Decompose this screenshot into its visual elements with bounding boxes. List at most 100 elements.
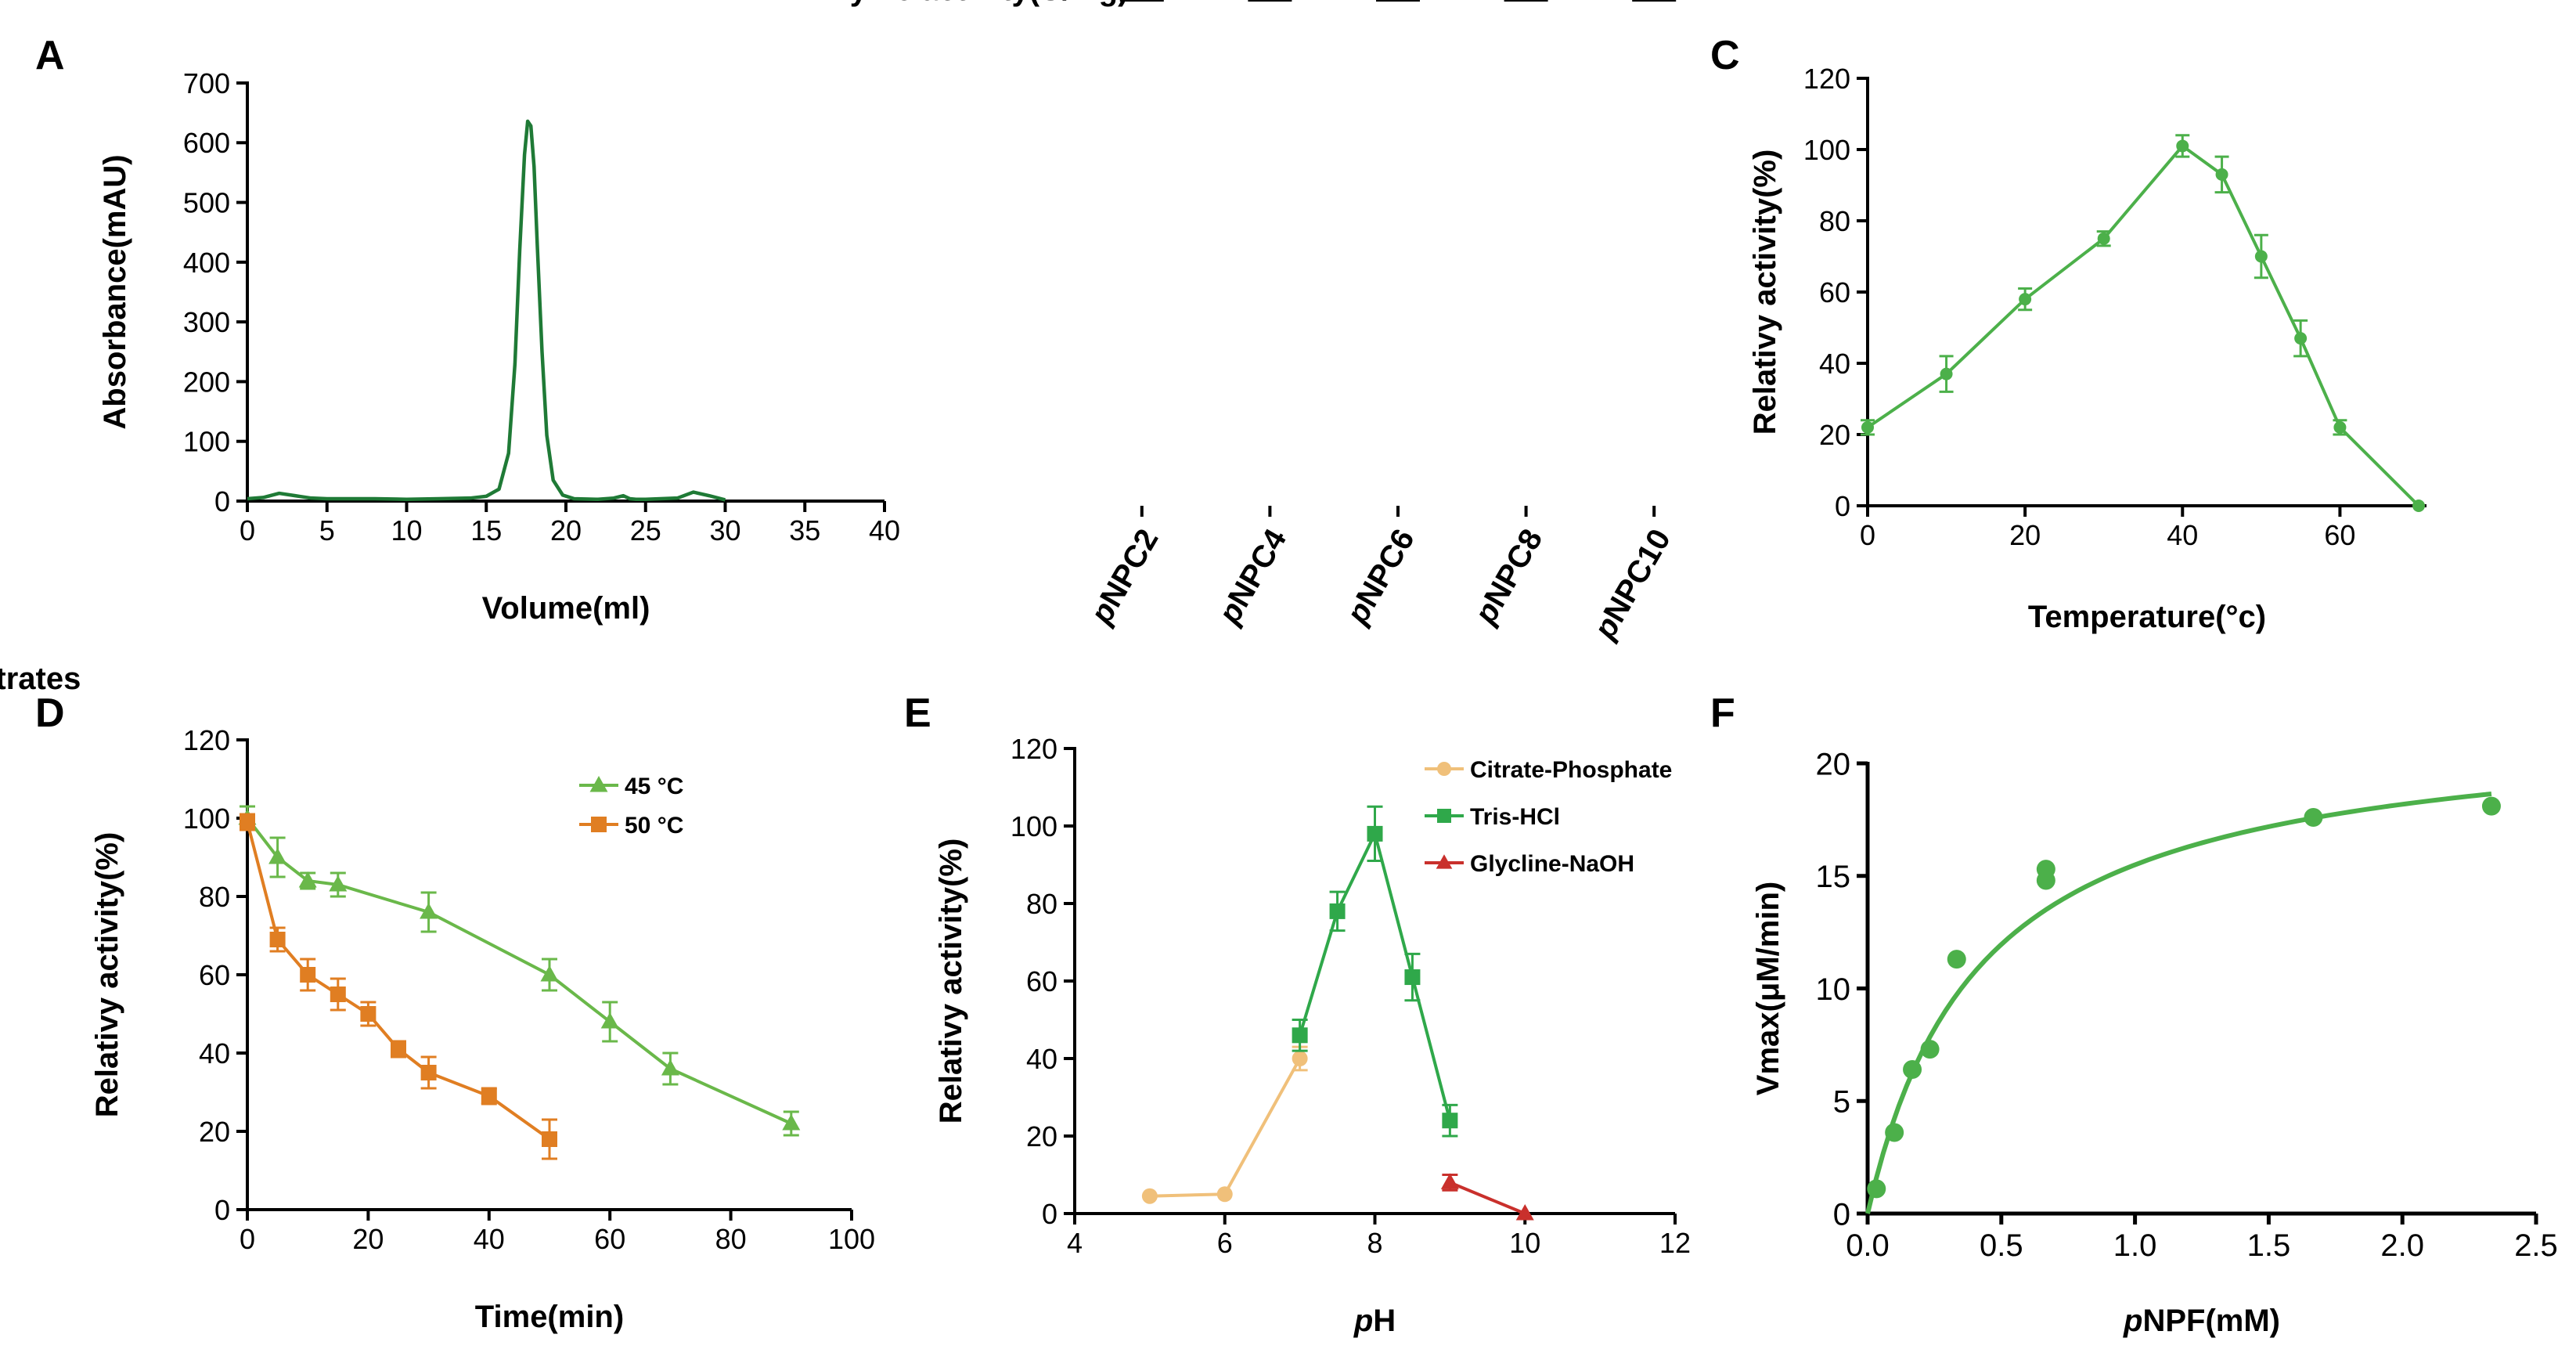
y-tick-label: 5 bbox=[1833, 1085, 1850, 1120]
data-point bbox=[240, 814, 255, 830]
legend-marker bbox=[589, 776, 608, 792]
legend-marker bbox=[591, 817, 607, 832]
data-point bbox=[2333, 420, 2347, 434]
data-point bbox=[2254, 250, 2268, 263]
x-tick-label: 60 bbox=[2324, 519, 2355, 551]
data-point bbox=[2019, 293, 2032, 306]
y-tick-label: 0 bbox=[214, 485, 230, 518]
panel-d: 0 20 40 60 80 100 120 0 20 40 60 80 100 Relativy acti… bbox=[35, 691, 875, 1334]
data-point bbox=[1404, 969, 1421, 986]
activity-line bbox=[1866, 143, 2420, 507]
y-tick-label: 0 bbox=[1833, 1197, 1850, 1232]
x-tick-label: 25 bbox=[630, 514, 661, 546]
data-point bbox=[1329, 903, 1346, 919]
x-tick-label: 1.0 bbox=[2113, 1228, 2157, 1263]
x-tick-label: 20 bbox=[550, 514, 582, 546]
y-tick-label: 20 bbox=[1026, 1120, 1057, 1152]
y-tick-label: 120 bbox=[1803, 63, 1850, 95]
y-tick-label: 40 bbox=[199, 1037, 230, 1069]
x-axis-title: Temperature(°c) bbox=[2028, 600, 2266, 634]
legend: Citrate-Phosphate Tris-HCl Glycline-NaOH bbox=[1425, 757, 1672, 877]
x-tick-label: 10 bbox=[391, 514, 422, 546]
y-tick-label: 20 bbox=[199, 1116, 230, 1148]
y-tick-label: 0 bbox=[1042, 1198, 1057, 1230]
data-point bbox=[1867, 1179, 1886, 1199]
data-point bbox=[330, 987, 346, 1002]
panel-label: C bbox=[1710, 33, 1740, 78]
data-point bbox=[1292, 1027, 1308, 1044]
x-tick-label: 40 bbox=[2167, 519, 2198, 551]
y-tick-label: 100 bbox=[183, 426, 230, 458]
data-point bbox=[2412, 500, 2425, 512]
x-tick-label: 5 bbox=[319, 514, 335, 546]
y-tick-label: 400 bbox=[183, 247, 230, 279]
y-tick-label: 40 bbox=[1819, 348, 1850, 380]
panel-label: E bbox=[904, 691, 931, 736]
x-tick-label: 8 bbox=[1367, 1227, 1382, 1259]
legend: 45 °C 50 °C bbox=[579, 774, 683, 839]
data-point bbox=[329, 875, 348, 892]
y-tick-label: 60 bbox=[1026, 965, 1057, 997]
x-tick-label: 12 bbox=[1659, 1227, 1691, 1259]
x-tick-label: 20 bbox=[2009, 519, 2041, 551]
data-point bbox=[1442, 1113, 1458, 1129]
data-point bbox=[600, 1012, 619, 1029]
y-tick-label: 120 bbox=[183, 724, 230, 756]
y-tick-label: 80 bbox=[1819, 205, 1850, 237]
panel-a: 0 100 200 300 400 500 600 700 0 5 10 15 20 25 30 35 40 Ab… bbox=[35, 33, 900, 626]
legend-marker bbox=[1436, 854, 1453, 869]
data-point bbox=[661, 1059, 679, 1076]
x-axis-title: Volume(ml) bbox=[482, 591, 650, 626]
y-tick-label: 80 bbox=[199, 881, 230, 913]
y-axis-title: Vmax(μM/min) bbox=[1751, 882, 1785, 1095]
y-tick-label: 80 bbox=[1026, 888, 1057, 920]
y-tick-label: 60 bbox=[1819, 276, 1850, 308]
data-point bbox=[1515, 1204, 1534, 1221]
y-tick-label: 20 bbox=[1819, 419, 1850, 451]
data-point bbox=[391, 1041, 406, 1057]
y-axis-title: Relativy activity(%) bbox=[90, 832, 124, 1118]
data-point bbox=[2036, 860, 2055, 879]
data-point bbox=[360, 1006, 376, 1022]
data-point bbox=[481, 1088, 497, 1104]
absorbance-trace bbox=[247, 119, 726, 502]
data-point bbox=[420, 903, 438, 919]
x-tick-label: 60 bbox=[594, 1223, 625, 1255]
legend-label: 50 °C bbox=[625, 813, 683, 839]
x-tick-label: 2.5 bbox=[2514, 1228, 2558, 1263]
y-tick-label: 600 bbox=[183, 127, 230, 159]
panel-e: 0 20 40 60 80 100 120 4 6 8 10 12 Relativy activity(… bbox=[904, 691, 1691, 1338]
x-axis-title: pH bbox=[1353, 1304, 1396, 1338]
x-tick-label: 35 bbox=[789, 514, 820, 546]
y-tick-label: 0 bbox=[1835, 490, 1850, 522]
panel-label: D bbox=[35, 691, 65, 736]
y-axis-title: Enzyme activity(U/mg) bbox=[794, 0, 1129, 7]
data-point bbox=[300, 967, 316, 983]
y-tick-label: 500 bbox=[183, 187, 230, 219]
panel-label: A bbox=[35, 33, 65, 78]
y-tick-label: 40 bbox=[1026, 1043, 1057, 1075]
data-point bbox=[1903, 1060, 1922, 1079]
x-tick-label: 6 bbox=[1217, 1227, 1233, 1259]
legend-label: Citrate-Phosphate bbox=[1470, 757, 1672, 783]
x-tick-label: 0 bbox=[1860, 519, 1875, 551]
x-tick-label: 40 bbox=[869, 514, 900, 546]
x-tick-label: 20 bbox=[352, 1223, 384, 1255]
x-tick-label: 10 bbox=[1509, 1227, 1540, 1259]
data-point bbox=[540, 965, 559, 982]
michaelis-menten-fit bbox=[1865, 792, 2492, 1214]
data-point bbox=[1367, 825, 1383, 842]
x-tick-label: 30 bbox=[709, 514, 740, 546]
data-point bbox=[2481, 796, 2501, 816]
panel-label: F bbox=[1710, 691, 1735, 736]
legend-marker bbox=[1437, 762, 1451, 776]
x-tick-label: 1.5 bbox=[2247, 1228, 2291, 1263]
y-tick-label: 0 bbox=[214, 1194, 230, 1226]
x-tick-label: 2.0 bbox=[2380, 1228, 2424, 1263]
x-tick-label: 40 bbox=[474, 1223, 505, 1255]
x-tick-label: 4 bbox=[1067, 1227, 1083, 1259]
data-point bbox=[2176, 139, 2189, 153]
panel-label: B bbox=[0, 0, 30, 9]
y-tick-label: 15 bbox=[1816, 860, 1851, 894]
